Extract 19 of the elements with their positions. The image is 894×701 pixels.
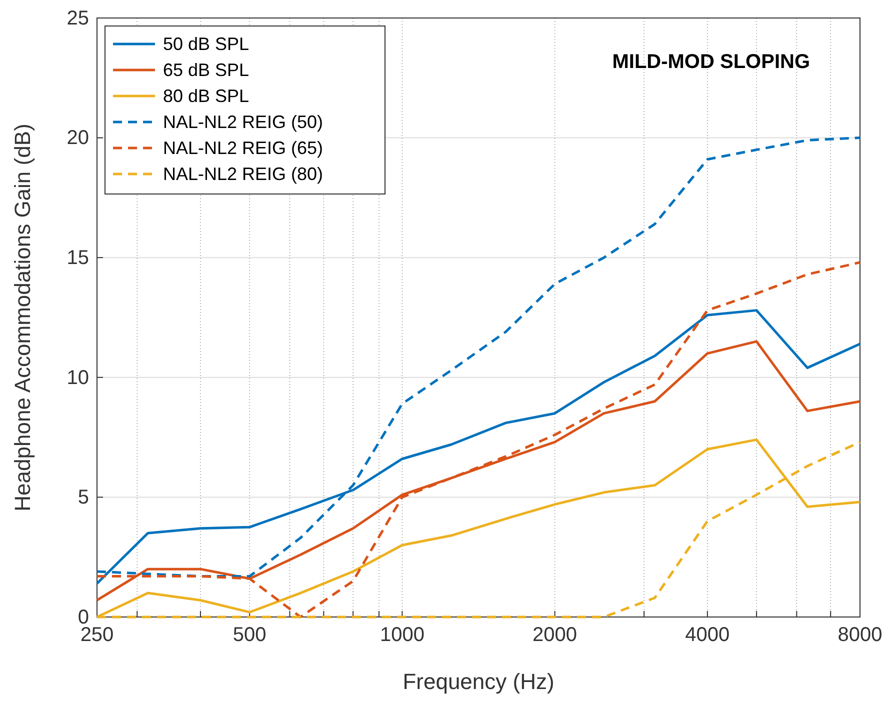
x-tick-label: 4000 [685, 624, 730, 646]
text: MILD-MOD SLOPING [612, 51, 810, 73]
x-tick-label: 500 [232, 624, 266, 646]
x-tick-label: 2000 [532, 624, 578, 646]
y-tick-label: 20 [66, 127, 89, 150]
y-axis-title: Headphone Accommodations Gain (dB) [10, 124, 35, 512]
y-tick-label: 5 [78, 486, 89, 509]
y-tick-label: 15 [66, 247, 89, 269]
legend-label: NAL-NL2 REIG (65) [163, 138, 324, 158]
legend-label: 65 dB SPL [163, 60, 250, 80]
y-tick-label: 25 [66, 7, 89, 30]
y-tick-label: 10 [66, 366, 89, 389]
x-tick-label: 1000 [380, 624, 424, 646]
legend-label: NAL-NL2 REIG (50) [163, 112, 324, 132]
legend-label: NAL-NL2 REIG (80) [163, 164, 324, 184]
legend-label: 50 dB SPL [163, 34, 250, 54]
legend-label: 80 dB SPL [163, 86, 250, 106]
x-axis-title: Frequency (Hz) [402, 669, 554, 694]
x-tick-label: 8000 [838, 624, 882, 646]
